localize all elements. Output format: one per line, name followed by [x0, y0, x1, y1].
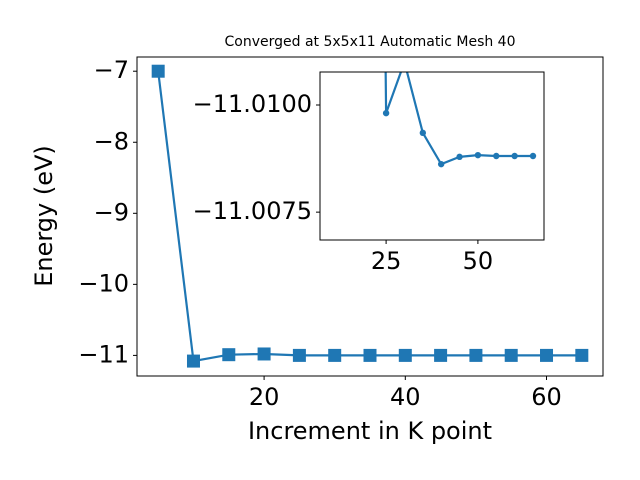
x-axis-label: Increment in K point	[248, 417, 492, 445]
chart-title: Converged at 5x5x11 Automatic Mesh 40	[225, 34, 516, 50]
marker	[328, 348, 342, 362]
marker	[511, 152, 518, 160]
marker	[469, 348, 483, 362]
marker	[456, 153, 463, 161]
marker	[540, 348, 554, 362]
y-tick-label: −10	[78, 269, 129, 297]
marker	[419, 129, 427, 137]
x-tick-label: 40	[390, 383, 421, 411]
marker	[575, 348, 589, 362]
y-tick-label: −7	[94, 56, 129, 84]
y-tick-label: −11.0075	[193, 197, 312, 225]
marker	[434, 348, 448, 362]
marker	[382, 109, 390, 117]
y-tick-label: −11.0100	[193, 90, 312, 118]
marker	[529, 152, 537, 160]
axes-frame	[319, 71, 545, 241]
x-tick-label: 50	[463, 247, 494, 275]
marker	[186, 354, 200, 368]
marker	[398, 348, 412, 362]
y-tick-label: −9	[94, 198, 129, 226]
marker	[504, 348, 518, 362]
x-tick-label: 60	[531, 383, 562, 411]
marker	[493, 152, 500, 160]
marker	[257, 347, 271, 361]
marker	[151, 64, 165, 78]
y-tick-label: −8	[94, 127, 129, 155]
marker	[292, 348, 306, 362]
marker	[474, 151, 482, 159]
plot-clip	[382, 72, 537, 168]
y-tick-label: −11	[78, 340, 129, 368]
plot-clip	[151, 64, 589, 368]
y-axis-label: Energy (eV)	[30, 145, 58, 287]
series-line	[384, 72, 533, 166]
marker	[363, 348, 377, 362]
x-tick-label: 20	[249, 383, 280, 411]
axes-frame	[136, 56, 604, 377]
marker	[222, 348, 236, 362]
marker	[437, 160, 445, 168]
x-tick-label: 25	[371, 247, 402, 275]
